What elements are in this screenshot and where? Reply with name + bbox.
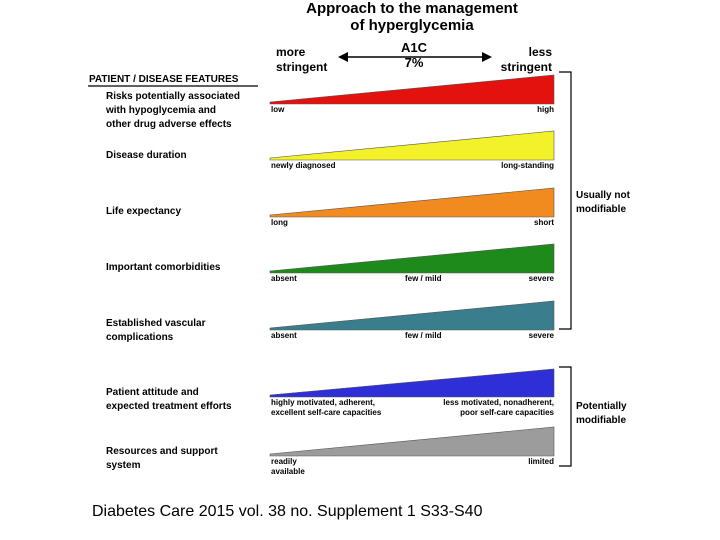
scale-label-left: absent bbox=[271, 331, 297, 341]
citation: Diabetes Care 2015 vol. 38 no. Supplemen… bbox=[92, 503, 483, 520]
title-line-1: Approach to the management bbox=[306, 0, 518, 17]
feature-wedge-4 bbox=[269, 243, 555, 274]
bracket-not-modifiable bbox=[559, 71, 572, 330]
feature-label-line: Important comorbidities bbox=[106, 262, 221, 273]
scale-label-line: highly motivated, adherent, bbox=[271, 398, 376, 407]
feature-wedge-3 bbox=[269, 187, 555, 218]
scale-label-right: short bbox=[400, 218, 554, 228]
feature-label-2: Disease duration bbox=[106, 149, 187, 163]
feature-label-1: Risks potentially associated with hypogly… bbox=[106, 90, 240, 132]
scale-label-left: newly diagnosed bbox=[271, 161, 335, 171]
scale-label-right: long-standing bbox=[400, 161, 554, 171]
scale-label-right: less motivated, nonadherent, poor self-ca… bbox=[400, 398, 554, 418]
scale-label-line: poor self-care capacities bbox=[460, 408, 554, 417]
less-stringent-line-2: stringent bbox=[500, 60, 552, 74]
scale-label-left: readily available bbox=[271, 457, 305, 477]
scale-label-line: absent bbox=[271, 331, 297, 340]
title-line-2: of hyperglycemia bbox=[350, 17, 474, 34]
feature-label-line: Resources and support bbox=[106, 446, 218, 457]
scale-label-middle: few / mild bbox=[405, 331, 441, 341]
more-stringent-label: more stringent bbox=[276, 45, 327, 75]
less-stringent-line-1: less bbox=[528, 45, 552, 59]
feature-label-3: Life expectancy bbox=[106, 205, 181, 219]
feature-label-7: Resources and support system bbox=[106, 445, 218, 473]
feature-wedge-7 bbox=[269, 426, 555, 457]
a1c-label: A1C bbox=[400, 40, 427, 55]
scale-label-line: severe bbox=[528, 331, 554, 340]
stringency-arrow bbox=[338, 52, 492, 62]
feature-label-line: complications bbox=[106, 332, 174, 343]
feature-wedges bbox=[269, 74, 555, 457]
scale-label-line: limited bbox=[528, 457, 554, 466]
not-modifiable-line-1: Usually not bbox=[576, 190, 630, 201]
feature-label-line: expected treatment efforts bbox=[106, 401, 232, 412]
scale-label-line: readily bbox=[271, 457, 297, 466]
diagram-title: Approach to the management of hyperglyce… bbox=[262, 0, 562, 34]
scale-label-line: few / mild bbox=[405, 331, 442, 340]
feature-label-line: Life expectancy bbox=[106, 206, 182, 217]
not-modifiable-line-2: modifiable bbox=[576, 204, 627, 215]
scale-label-line: absent bbox=[271, 274, 297, 283]
feature-label-5: Established vascular complications bbox=[106, 317, 206, 345]
scale-label-right: severe bbox=[400, 274, 554, 284]
feature-label-line: Patient attitude and bbox=[106, 387, 199, 398]
less-stringent-label: less stringent bbox=[490, 45, 552, 75]
scale-label-line: less motivated, nonadherent, bbox=[443, 398, 554, 407]
scale-label-line: available bbox=[271, 467, 305, 476]
scale-label-right: limited bbox=[400, 457, 554, 467]
feature-label-line: other drug adverse effects bbox=[106, 119, 232, 130]
scale-label-line: few / mild bbox=[405, 274, 442, 283]
modifiable-line-1: Potentially bbox=[576, 401, 627, 412]
modifiable-label: Potentially modifiable bbox=[576, 400, 627, 428]
scale-label-line: short bbox=[534, 218, 554, 227]
feature-wedge-2 bbox=[269, 130, 555, 161]
feature-label-line: Established vascular bbox=[106, 318, 206, 329]
scale-label-line: severe bbox=[528, 274, 554, 283]
feature-label-4: Important comorbidities bbox=[106, 261, 220, 275]
scale-label-line: high bbox=[537, 105, 554, 114]
scale-label-middle: few / mild bbox=[405, 274, 441, 284]
section-header: PATIENT / DISEASE FEATURES bbox=[89, 74, 239, 85]
modifiable-line-2: modifiable bbox=[576, 415, 627, 426]
scale-label-right: high bbox=[400, 105, 554, 115]
scale-label-left: long bbox=[271, 218, 288, 228]
bracket-modifiable bbox=[559, 366, 572, 467]
feature-label-line: Risks potentially associated bbox=[106, 91, 240, 102]
feature-wedge-1 bbox=[269, 74, 555, 105]
more-stringent-line-2: stringent bbox=[276, 60, 328, 74]
scale-label-line: long bbox=[271, 218, 288, 227]
a1c-value: 7% bbox=[404, 55, 424, 70]
scale-label-left: absent bbox=[271, 274, 297, 284]
feature-label-line: Disease duration bbox=[106, 150, 187, 161]
feature-label-line: with hypoglycemia and bbox=[106, 105, 217, 116]
feature-wedge-6 bbox=[269, 368, 555, 398]
feature-wedge-5 bbox=[269, 300, 555, 331]
scale-label-line: newly diagnosed bbox=[271, 161, 336, 170]
feature-label-line: system bbox=[106, 460, 141, 471]
scale-label-line: long-standing bbox=[501, 161, 554, 170]
scale-label-line: excellent self-care capacities bbox=[271, 408, 382, 417]
scale-label-right: severe bbox=[400, 331, 554, 341]
a1c-target: A1C 7% bbox=[392, 40, 436, 70]
not-modifiable-label: Usually not modifiable bbox=[576, 189, 630, 217]
scale-label-line: low bbox=[271, 105, 285, 114]
scale-label-left: highly motivated, adherent, excellent sel… bbox=[271, 398, 381, 418]
scale-label-left: low bbox=[271, 105, 284, 115]
more-stringent-line-1: more bbox=[276, 45, 306, 59]
feature-label-6: Patient attitude and expected treatment e… bbox=[106, 386, 232, 414]
